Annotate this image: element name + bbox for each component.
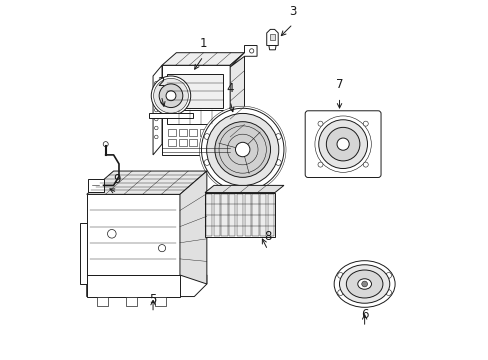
Ellipse shape [318, 120, 367, 168]
Polygon shape [126, 297, 137, 306]
FancyBboxPatch shape [168, 129, 176, 136]
Polygon shape [155, 297, 165, 306]
FancyBboxPatch shape [210, 129, 218, 136]
Text: 7: 7 [335, 78, 343, 91]
Circle shape [361, 281, 367, 287]
Circle shape [363, 121, 367, 126]
FancyBboxPatch shape [189, 129, 197, 136]
FancyBboxPatch shape [167, 74, 223, 108]
Polygon shape [162, 53, 244, 65]
Circle shape [107, 229, 116, 238]
Text: 9: 9 [113, 173, 121, 186]
Text: 4: 4 [226, 82, 233, 95]
Circle shape [337, 290, 343, 296]
FancyBboxPatch shape [189, 139, 197, 146]
Circle shape [275, 134, 281, 139]
Circle shape [317, 162, 323, 167]
Polygon shape [86, 171, 206, 194]
FancyBboxPatch shape [270, 34, 274, 40]
Circle shape [317, 121, 323, 126]
Circle shape [204, 134, 209, 139]
Circle shape [166, 91, 176, 101]
Text: 6: 6 [360, 307, 367, 320]
FancyBboxPatch shape [199, 129, 207, 136]
FancyBboxPatch shape [252, 194, 258, 236]
FancyBboxPatch shape [244, 194, 250, 236]
Circle shape [154, 99, 158, 103]
Circle shape [103, 141, 108, 147]
Circle shape [154, 108, 158, 112]
FancyBboxPatch shape [199, 139, 207, 146]
Ellipse shape [336, 138, 348, 150]
Circle shape [153, 78, 188, 113]
Ellipse shape [325, 127, 359, 161]
Polygon shape [86, 194, 180, 275]
Ellipse shape [206, 113, 278, 186]
FancyBboxPatch shape [305, 111, 380, 177]
Polygon shape [162, 65, 230, 155]
Circle shape [249, 49, 253, 53]
Circle shape [385, 290, 391, 296]
FancyBboxPatch shape [228, 194, 235, 236]
FancyBboxPatch shape [205, 194, 212, 236]
Ellipse shape [357, 279, 371, 289]
Polygon shape [86, 275, 180, 297]
Polygon shape [204, 185, 284, 193]
Ellipse shape [339, 265, 389, 303]
Ellipse shape [333, 261, 394, 307]
Polygon shape [180, 171, 206, 284]
FancyBboxPatch shape [210, 139, 218, 146]
Text: 5: 5 [149, 293, 157, 306]
Ellipse shape [235, 142, 249, 157]
Circle shape [158, 244, 165, 252]
Circle shape [151, 76, 190, 116]
FancyBboxPatch shape [267, 194, 274, 236]
Text: 1: 1 [199, 37, 206, 50]
Ellipse shape [199, 106, 285, 193]
Polygon shape [149, 113, 192, 118]
Polygon shape [80, 223, 86, 284]
Polygon shape [268, 45, 276, 50]
Circle shape [154, 81, 158, 85]
Ellipse shape [214, 122, 270, 177]
FancyBboxPatch shape [221, 194, 227, 236]
Text: 3: 3 [288, 5, 296, 18]
FancyBboxPatch shape [88, 179, 103, 192]
FancyBboxPatch shape [167, 110, 223, 125]
Polygon shape [97, 297, 108, 306]
Ellipse shape [346, 270, 382, 298]
FancyBboxPatch shape [179, 129, 186, 136]
FancyBboxPatch shape [168, 139, 176, 146]
Circle shape [337, 273, 343, 278]
Ellipse shape [314, 116, 370, 172]
Polygon shape [266, 30, 278, 45]
Text: 2: 2 [157, 76, 165, 89]
Polygon shape [230, 45, 257, 67]
Circle shape [154, 135, 158, 139]
Polygon shape [153, 65, 162, 155]
Circle shape [385, 273, 391, 278]
Polygon shape [230, 53, 244, 155]
Circle shape [154, 126, 158, 130]
Circle shape [204, 159, 209, 165]
Circle shape [154, 90, 158, 94]
Circle shape [154, 117, 158, 121]
FancyBboxPatch shape [179, 139, 186, 146]
FancyBboxPatch shape [213, 194, 220, 236]
FancyBboxPatch shape [236, 194, 243, 236]
Circle shape [363, 162, 367, 167]
Ellipse shape [201, 108, 284, 191]
FancyBboxPatch shape [204, 193, 274, 237]
Circle shape [159, 84, 183, 108]
Circle shape [275, 159, 281, 165]
Polygon shape [86, 275, 206, 297]
Text: 8: 8 [264, 230, 271, 243]
FancyBboxPatch shape [260, 194, 266, 236]
